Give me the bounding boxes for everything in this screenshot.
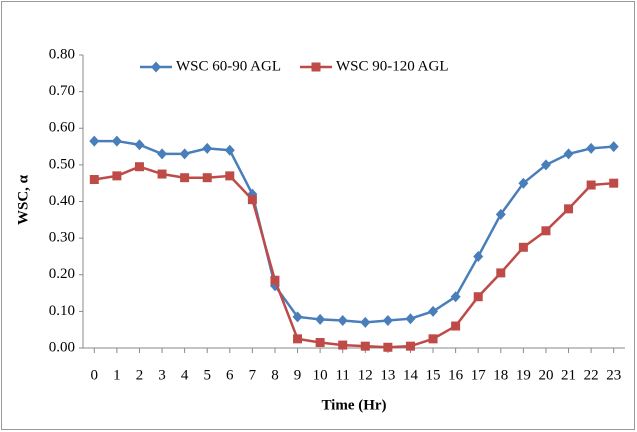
- x-tick-label: 17: [471, 367, 487, 383]
- y-tick-label: 0.40: [49, 193, 75, 209]
- x-tick-label: 15: [426, 367, 441, 383]
- legend-marker: [151, 61, 161, 73]
- marker: [495, 208, 506, 220]
- x-tick-label: 23: [606, 367, 621, 383]
- x-tick-label: 1: [113, 367, 121, 383]
- marker: [473, 250, 484, 262]
- legend-label: WSC 60-90 AGL: [176, 58, 281, 74]
- marker: [247, 195, 257, 205]
- marker: [224, 144, 235, 156]
- marker: [450, 291, 461, 303]
- marker: [540, 159, 551, 171]
- marker: [518, 177, 529, 189]
- y-tick-label: 0.20: [49, 266, 75, 282]
- marker: [111, 135, 122, 147]
- marker: [360, 316, 371, 328]
- marker: [225, 171, 235, 181]
- x-tick-label: 2: [136, 367, 144, 383]
- marker: [451, 321, 461, 331]
- marker: [405, 313, 416, 325]
- x-tick-label: 11: [335, 367, 349, 383]
- x-tick-label: 10: [313, 367, 328, 383]
- marker: [293, 334, 303, 344]
- x-tick-label: 13: [380, 367, 395, 383]
- marker: [134, 139, 145, 151]
- marker: [518, 242, 528, 252]
- x-axis-label: Time (Hr): [321, 397, 386, 413]
- marker: [134, 162, 144, 172]
- marker: [179, 148, 190, 160]
- marker: [473, 292, 483, 302]
- x-tick-label: 7: [249, 367, 257, 383]
- y-tick-label: 0.30: [49, 230, 75, 246]
- x-tick-label: 9: [294, 367, 302, 383]
- marker: [315, 338, 325, 348]
- marker: [337, 315, 348, 327]
- x-tick-label: 20: [538, 367, 553, 383]
- marker: [157, 169, 167, 179]
- marker: [564, 204, 574, 214]
- x-tick-label: 4: [181, 367, 189, 383]
- marker: [609, 178, 619, 188]
- marker: [157, 148, 168, 160]
- marker: [428, 305, 439, 317]
- marker: [586, 142, 597, 154]
- marker: [89, 135, 100, 147]
- marker: [180, 173, 190, 183]
- marker: [360, 341, 370, 351]
- y-tick-label: 0.10: [49, 303, 75, 319]
- y-tick-label: 0.00: [49, 339, 75, 355]
- x-tick-label: 8: [271, 367, 279, 383]
- marker: [270, 275, 280, 285]
- marker: [292, 311, 303, 323]
- marker: [608, 141, 619, 153]
- x-tick-label: 22: [584, 367, 599, 383]
- y-tick-label: 0.70: [49, 83, 75, 99]
- x-tick-label: 14: [403, 367, 419, 383]
- marker: [202, 173, 212, 183]
- marker: [89, 175, 99, 185]
- marker: [541, 226, 551, 236]
- marker: [112, 171, 122, 181]
- marker: [338, 340, 348, 350]
- x-tick-label: 19: [516, 367, 531, 383]
- x-tick-label: 16: [448, 367, 464, 383]
- marker: [202, 142, 213, 154]
- marker: [315, 313, 326, 325]
- x-tick-label: 6: [226, 367, 234, 383]
- marker: [382, 315, 393, 327]
- legend-label: WSC 90-120 AGL: [336, 58, 449, 74]
- x-tick-label: 21: [561, 367, 576, 383]
- y-axis-label: WSC, α: [15, 174, 31, 225]
- marker: [586, 180, 596, 190]
- x-tick-label: 0: [91, 367, 99, 383]
- x-tick-label: 3: [158, 367, 166, 383]
- y-tick-label: 0.50: [49, 156, 75, 172]
- marker: [383, 342, 393, 352]
- x-tick-label: 18: [493, 367, 508, 383]
- marker: [496, 268, 506, 278]
- x-tick-label: 12: [358, 367, 373, 383]
- marker: [405, 341, 415, 351]
- y-tick-label: 0.80: [49, 46, 75, 62]
- x-tick-label: 5: [203, 367, 211, 383]
- y-tick-label: 0.60: [49, 120, 75, 136]
- marker: [428, 334, 438, 344]
- legend-marker: [311, 62, 321, 72]
- marker: [563, 148, 574, 160]
